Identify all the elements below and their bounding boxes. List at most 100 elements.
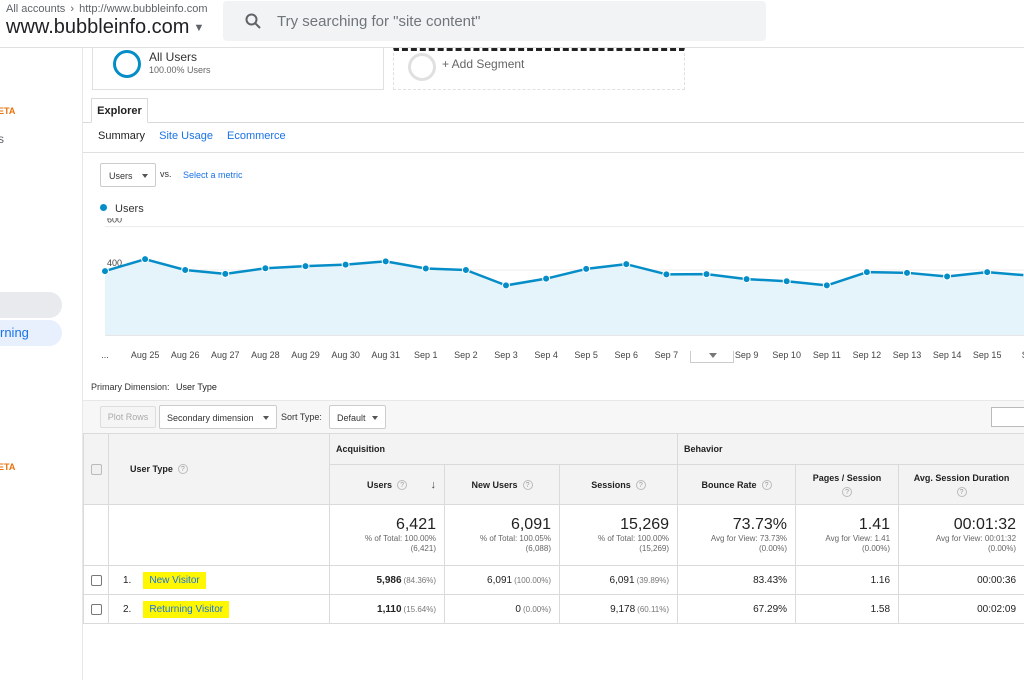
segment-title: All Users (149, 50, 198, 64)
breadcrumb-property[interactable]: http://www.bubbleinfo.com (79, 3, 208, 15)
help-icon[interactable]: ? (842, 486, 853, 497)
x-tick-label: Sep 2 (454, 350, 478, 360)
metric-dropdown[interactable]: Users (100, 163, 156, 187)
data-point[interactable] (662, 270, 671, 279)
data-point[interactable] (261, 264, 270, 273)
column-header-new-users[interactable]: New Users? (444, 464, 560, 505)
top-bar: All accounts › http://www.bubbleinfo.com… (0, 0, 1024, 48)
x-tick-label: Sep 1 (414, 350, 438, 360)
total-avg-duration: 00:01:32 Avg for View: 00:01:32 (0.00%) (898, 504, 1024, 566)
search-input[interactable] (277, 9, 747, 33)
select-all-checkbox[interactable] (90, 463, 102, 475)
property-selector[interactable]: www.bubbleinfo.com ▼ (6, 16, 204, 39)
segment-all-users[interactable]: All Users 100.00% Users (92, 48, 384, 90)
subtab-ecommerce[interactable]: Ecommerce (227, 130, 286, 142)
sidebar-item-hover[interactable] (0, 292, 62, 318)
help-icon[interactable]: ? (635, 479, 646, 490)
x-tick-label: Aug 29 (291, 350, 320, 360)
data-point[interactable] (903, 268, 911, 277)
sidebar-item-fragment[interactable]: s (0, 132, 4, 146)
y-tick-label: 600 (107, 218, 122, 225)
totals-row: 6,421% of Total: 100.00% (6,421) 6,091% o… (83, 504, 1024, 566)
column-header-bounce-rate[interactable]: Bounce Rate? (677, 464, 797, 505)
data-point[interactable] (702, 270, 711, 279)
data-point[interactable] (983, 268, 992, 277)
help-icon[interactable]: ? (522, 479, 533, 490)
sidebar-item-active[interactable]: rning (0, 320, 62, 346)
primary-dimension-value[interactable]: User Type (176, 382, 217, 392)
row-checkbox[interactable] (90, 603, 102, 615)
column-header-pages-session[interactable]: Pages / Session? (795, 464, 900, 505)
column-header-avg-session-duration[interactable]: Avg. Session Duration? (898, 464, 1024, 505)
data-point[interactable] (742, 275, 751, 284)
legend-label: Users (115, 203, 144, 215)
x-tick-label: Sep 12 (853, 350, 882, 360)
column-header-users[interactable]: Users? ↓ (329, 464, 445, 505)
vs-label: vs. (160, 169, 172, 179)
row-link-new-visitor[interactable]: New Visitor (143, 571, 206, 589)
data-point[interactable] (461, 266, 470, 274)
data-point[interactable] (582, 264, 591, 273)
row-index: 1. (123, 574, 132, 586)
sort-type-dropdown[interactable]: Default (329, 405, 386, 429)
x-tick-label: ... (101, 350, 109, 360)
chart-collapse-toggle[interactable] (690, 351, 734, 363)
cell-pages-session: 1.58 (795, 594, 900, 624)
cell-bounce-rate: 67.29% (677, 594, 797, 624)
cell-avg-duration: 00:00:36 (898, 565, 1024, 595)
column-header-sessions[interactable]: Sessions? (558, 464, 679, 505)
chart-legend: Users (100, 203, 144, 215)
x-tick-label: Sep 4 (534, 350, 558, 360)
help-icon[interactable]: ? (761, 479, 772, 490)
help-icon[interactable]: ? (956, 486, 967, 497)
data-table: User Type? Acquisition Behavior Users? ↓ … (83, 433, 1024, 624)
series-line-users (104, 257, 1024, 287)
help-icon[interactable]: ? (177, 464, 188, 474)
divider (83, 152, 1024, 153)
data-point[interactable] (101, 267, 109, 276)
add-segment-button[interactable]: + Add Segment (393, 48, 685, 90)
help-icon[interactable]: ? (397, 479, 408, 490)
tab-explorer[interactable]: Explorer (91, 98, 148, 123)
x-tick-label: Aug 30 (331, 350, 360, 360)
select-metric-link[interactable]: Select a metric (183, 170, 243, 180)
primary-dimension: Primary Dimension: User Type (91, 382, 217, 392)
table-toolbar: Plot Rows Secondary dimension Sort Type:… (83, 400, 1024, 433)
data-point[interactable] (622, 260, 631, 269)
x-tick-label: Aug 25 (131, 350, 160, 360)
row-checkbox[interactable] (90, 574, 102, 586)
breadcrumb-account[interactable]: All accounts (6, 3, 66, 15)
data-point[interactable] (862, 268, 871, 277)
data-point[interactable] (502, 281, 510, 290)
x-tick-label: Sep 10 (772, 350, 801, 360)
cell-pages-session: 1.16 (795, 565, 900, 595)
data-point[interactable] (542, 274, 551, 283)
x-tick-label: Sep 15 (973, 350, 1002, 360)
table-search-input[interactable] (991, 407, 1024, 427)
data-point[interactable] (301, 262, 310, 271)
plot-rows-button[interactable]: Plot Rows (100, 406, 156, 428)
total-sessions: 15,269% of Total: 100.00% (15,269) (558, 504, 679, 566)
segment-subtitle: 100.00% Users (149, 65, 211, 75)
subtab-site-usage[interactable]: Site Usage (159, 130, 213, 142)
column-header-user-type[interactable]: User Type? (108, 433, 330, 505)
data-point[interactable] (341, 260, 350, 269)
group-header-acquisition: Acquisition (328, 433, 679, 465)
data-point[interactable] (381, 257, 390, 266)
data-point[interactable] (782, 277, 791, 286)
data-point[interactable] (822, 281, 831, 290)
row-link-returning-visitor[interactable]: Returning Visitor (143, 600, 230, 618)
data-point[interactable] (181, 266, 190, 274)
secondary-dimension-dropdown[interactable]: Secondary dimension (159, 405, 277, 429)
data-point[interactable] (141, 255, 150, 264)
data-point[interactable] (943, 272, 952, 281)
cell-bounce-rate: 83.43% (677, 565, 797, 595)
data-point[interactable] (421, 264, 430, 273)
search-bar[interactable] (223, 1, 766, 41)
tab-divider (83, 122, 1024, 123)
x-tick-label: Se (1022, 350, 1024, 360)
subtab-summary[interactable]: Summary (98, 130, 146, 142)
data-point[interactable] (221, 269, 230, 278)
cell-avg-duration: 00:02:09 (898, 594, 1024, 624)
